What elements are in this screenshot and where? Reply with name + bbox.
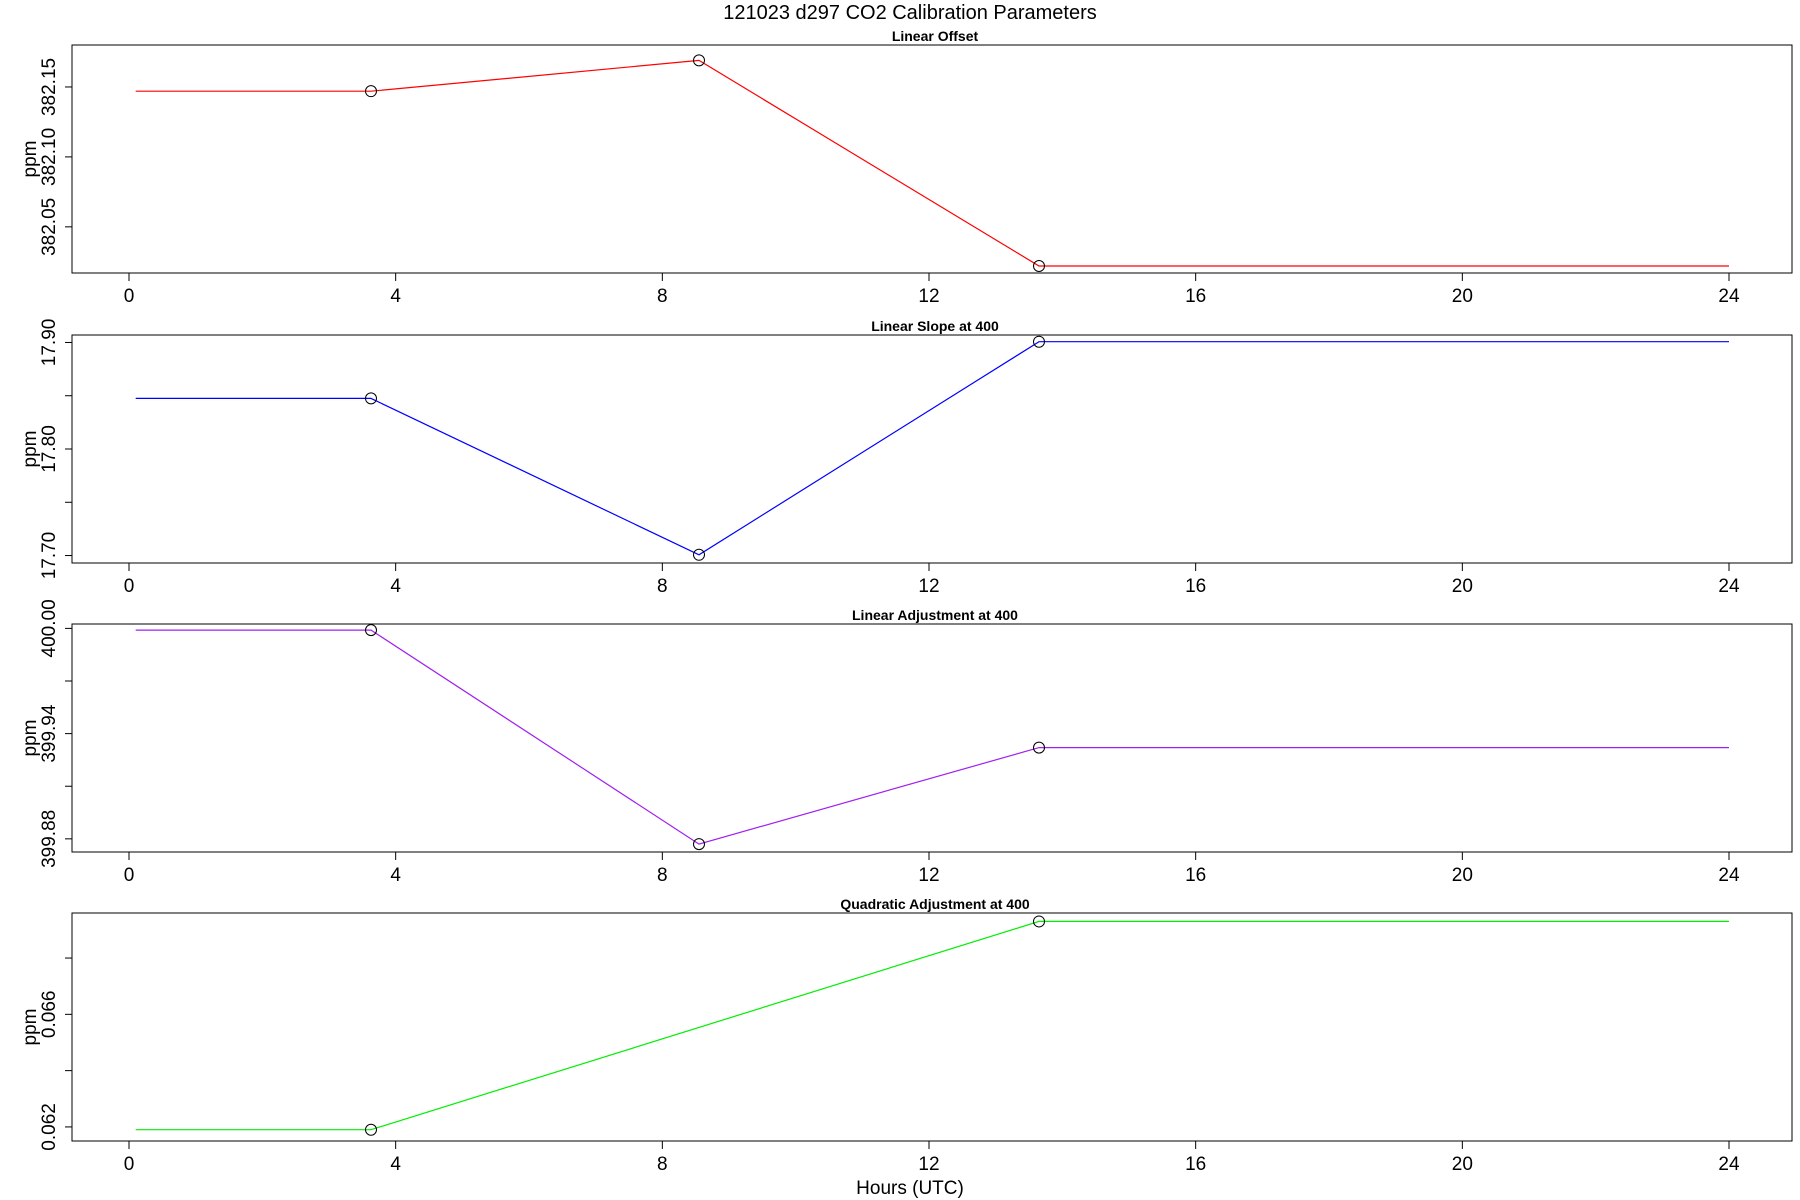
y-tick-label: 382.05 — [39, 198, 60, 256]
panel-title: Linear Offset — [892, 28, 979, 44]
plot-frame — [71, 334, 1793, 564]
data-point — [1033, 260, 1045, 273]
y-tick-label: 400.00 — [39, 599, 60, 657]
series-line — [135, 59, 1729, 267]
plot-frame — [71, 623, 1793, 853]
y-tick-label: 382.15 — [39, 58, 60, 116]
x-tick-label: 0 — [124, 576, 135, 597]
x-tick-label: 24 — [1718, 286, 1740, 307]
x-tick-label: 24 — [1718, 576, 1740, 597]
x-tick-label: 20 — [1452, 865, 1473, 886]
chart-panel-2: Linear Slope at 400 0 4 8 12 16 20 24 17.70 17.80… — [20, 318, 1793, 597]
data-point — [693, 54, 705, 67]
data-point — [365, 624, 377, 637]
y-tick-label: 17.70 — [39, 532, 60, 580]
chart-panel-3: Linear Adjustment at 400 0 4 8 12 16 20 24 399.8… — [20, 599, 1793, 886]
y-axis-label: ppm — [20, 720, 41, 757]
x-tick-label: 8 — [657, 576, 668, 597]
x-tick-label: 8 — [657, 286, 668, 307]
panel-title: Linear Adjustment at 400 — [852, 607, 1018, 623]
y-tick-label: 17.90 — [39, 319, 60, 367]
data-point — [365, 1123, 377, 1136]
x-tick-label: 0 — [124, 286, 135, 307]
x-tick-label: 24 — [1718, 865, 1740, 886]
x-tick-label: 8 — [657, 1154, 668, 1175]
x-tick-label: 12 — [918, 576, 939, 597]
x-tick-label: 12 — [918, 286, 939, 307]
data-point — [1033, 915, 1045, 928]
y-tick-label: 382.10 — [39, 128, 60, 186]
data-point — [1033, 335, 1045, 348]
y-tick-label: 0.066 — [39, 991, 60, 1039]
y-axis-label: ppm — [20, 431, 41, 468]
x-tick-label: 20 — [1452, 286, 1473, 307]
y-tick-label: 0.062 — [39, 1103, 60, 1151]
x-tick-label: 8 — [657, 865, 668, 886]
x-tick-label: 4 — [390, 286, 401, 307]
panel-title: Quadratic Adjustment at 400 — [840, 896, 1030, 912]
series-line — [135, 629, 1729, 845]
chart-panel-1: Linear Offset 0 4 8 12 16 20 24 382.05 382.10 382.… — [20, 28, 1793, 307]
plot-frame — [71, 912, 1793, 1142]
x-tick-label: 16 — [1185, 1154, 1206, 1175]
x-axis-label: Hours (UTC) — [856, 1178, 964, 1199]
x-tick-label: 20 — [1452, 576, 1473, 597]
plot-frame — [71, 44, 1793, 274]
y-tick-label: 399.88 — [39, 810, 60, 868]
y-tick-label: 17.80 — [39, 425, 60, 473]
panel-title: Linear Slope at 400 — [871, 318, 999, 334]
y-axis-label: ppm — [20, 141, 41, 178]
x-tick-label: 16 — [1185, 576, 1206, 597]
x-tick-label: 0 — [124, 1154, 135, 1175]
x-tick-label: 4 — [390, 576, 401, 597]
data-point — [693, 838, 705, 851]
figure-title: 121023 d297 CO2 Calibration Parameters — [723, 2, 1097, 24]
x-tick-label: 16 — [1185, 286, 1206, 307]
x-tick-label: 24 — [1718, 1154, 1740, 1175]
x-tick-label: 12 — [918, 1154, 939, 1175]
x-tick-label: 16 — [1185, 865, 1206, 886]
series-line — [135, 920, 1729, 1131]
x-tick-label: 20 — [1452, 1154, 1473, 1175]
chart-panel-4: Quadratic Adjustment at 400 0 4 8 12 16 20 24 0.… — [20, 896, 1793, 1175]
data-point — [693, 548, 705, 561]
chart-panels: Linear Offset 0 4 8 12 16 20 24 382.05 382.10 382.… — [20, 28, 1793, 1175]
x-tick-label: 4 — [390, 1154, 401, 1175]
x-tick-label: 12 — [918, 865, 939, 886]
data-point — [365, 85, 377, 98]
data-point — [1033, 741, 1045, 754]
data-point — [365, 392, 377, 405]
x-tick-label: 4 — [390, 865, 401, 886]
x-tick-label: 0 — [124, 865, 135, 886]
y-axis-label: ppm — [20, 1009, 41, 1046]
y-tick-label: 399.94 — [39, 704, 60, 763]
series-line — [135, 341, 1729, 556]
